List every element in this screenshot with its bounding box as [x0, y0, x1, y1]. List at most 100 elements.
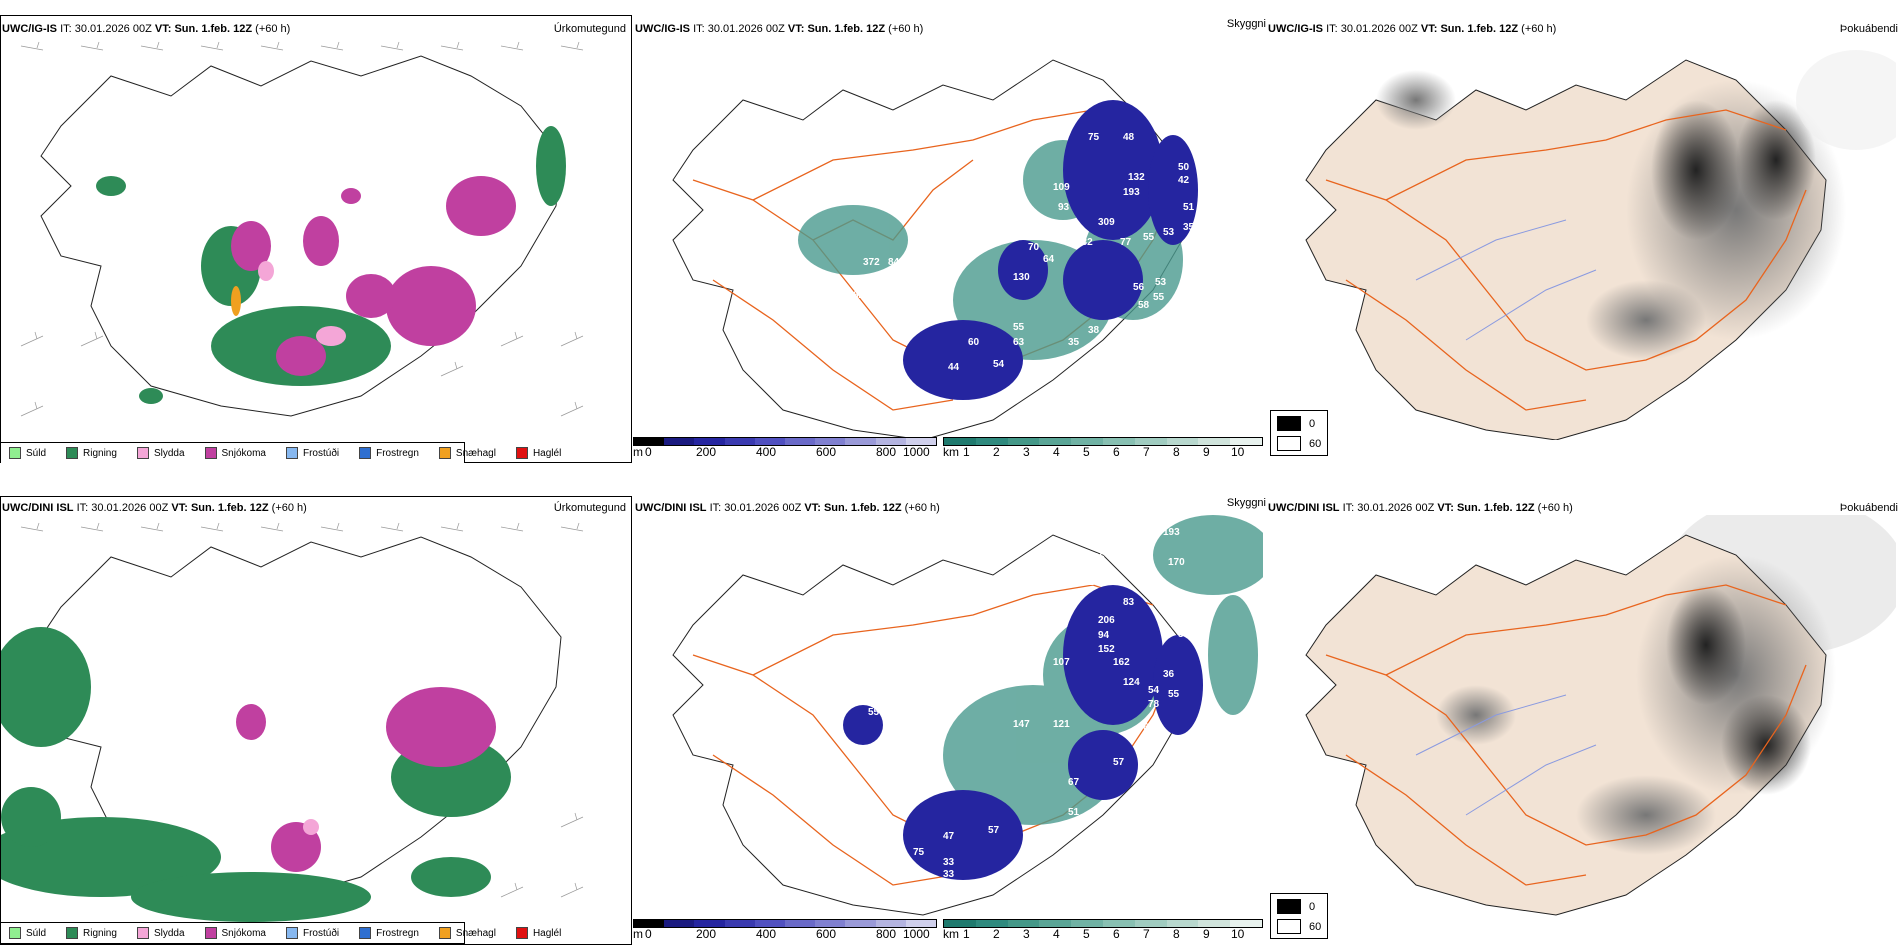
cbar-tick: 3: [1023, 927, 1030, 941]
lead-time: (+60 h): [904, 502, 940, 514]
cbar-step: [1166, 920, 1199, 927]
legend-swatch: [359, 447, 372, 459]
vis-value-labels: 72 75 48 109 132 193 50 42 93 51 71 309 …: [853, 97, 1195, 413]
vis-label: 55: [1168, 689, 1180, 700]
vis-label: 84: [888, 257, 900, 268]
legend-item-slydda: Slydda: [136, 447, 185, 459]
vis-label: 132: [1076, 237, 1093, 248]
legend-label: Frostúði: [302, 927, 340, 939]
panel-title: Þokuábendi: [1839, 502, 1898, 514]
legend-label: Súld: [26, 447, 47, 459]
vis-label: 78: [1148, 699, 1160, 710]
lead-time: (+60 h): [271, 502, 307, 514]
vis-value-labels: 193 106 170 92 83 206 94 38 152 162 36 1…: [868, 527, 1190, 880]
vis-label: 53: [1155, 277, 1167, 288]
fog-legend: 0 60: [1270, 410, 1328, 456]
legend-item-sudd: Súld: [9, 927, 46, 939]
cbar-tick: 5: [1083, 927, 1090, 941]
cbar-step: [754, 438, 786, 445]
cbar-tick: 800: [876, 445, 897, 459]
legend-swatch: [66, 927, 79, 939]
legend-swatch: [136, 447, 149, 459]
vis-label: 35: [1068, 337, 1080, 348]
cbar-step: [1198, 920, 1231, 927]
cbar-step: [634, 920, 665, 927]
cbar-tick: 200: [696, 927, 717, 941]
cbar-step: [1198, 438, 1231, 445]
fog-map: [1305, 50, 1896, 440]
legend-swatch: [359, 927, 372, 939]
visibility-colorbar: [943, 437, 1263, 446]
vis-label: 147: [1013, 719, 1030, 730]
lead-time: (+60 h): [888, 23, 924, 35]
cbar-step: [1134, 920, 1167, 927]
vis-label: 130: [1013, 272, 1030, 283]
fog-panel-row1: UWC/IG-IS IT: 30.01.2026 00Z VT: Sun. 1.…: [1266, 10, 1900, 463]
legend-swatch: [515, 447, 528, 459]
vis-label: 54: [993, 359, 1005, 370]
cbar-tick: 1000: [903, 445, 930, 459]
vis-label: 55: [1013, 322, 1025, 333]
cbar-tick: 1: [963, 445, 970, 459]
lead-time: (+60 h): [1521, 23, 1557, 35]
vis-label: 16: [903, 687, 915, 698]
legend-label: Frostregn: [376, 927, 419, 939]
cbar-step: [875, 920, 906, 927]
vis-label: 71: [1051, 222, 1063, 233]
fog-legend-label: 0: [1309, 900, 1316, 913]
fog-legend-item: 60: [1277, 919, 1327, 934]
vis-label: 162: [1113, 657, 1130, 668]
cbar-step: [694, 920, 725, 927]
legend-label: Haglél: [532, 447, 562, 459]
fog-legend-label: 60: [1309, 437, 1322, 450]
vis-label: 50: [1178, 162, 1190, 173]
legend-item-rigning: Rigning: [66, 927, 117, 939]
vis-label: 28: [983, 212, 995, 223]
cbar-tick: 1: [963, 927, 970, 941]
vt-label: VT:: [154, 23, 172, 35]
vt-value: Sun. 1.feb. 12Z: [174, 23, 253, 35]
cbar-step: [1102, 920, 1135, 927]
river-network: [1415, 694, 1597, 816]
cbar-tick: 600: [816, 445, 837, 459]
cbar-tick: 400: [756, 927, 777, 941]
legend-label: Snjókoma: [221, 447, 266, 459]
it-value: 30.01.2026 00Z: [724, 502, 802, 514]
rain-areas: [0, 627, 511, 922]
cbar-step: [1007, 438, 1040, 445]
legend-label: Frostregn: [376, 447, 419, 459]
cbar-step: [905, 920, 937, 927]
cloud-colorbar: [633, 437, 937, 446]
model-label: UWC/DINI ISL: [2, 502, 74, 514]
precip-legend: Súld Rigning Slydda Snjókoma Frostúði Fr…: [0, 442, 561, 463]
fog-panel-row2: UWC/DINI ISL IT: 30.01.2026 00Z VT: Sun.…: [1266, 490, 1900, 945]
cbar-step: [815, 438, 846, 445]
cbar-tick: 8: [1173, 927, 1180, 941]
fog-legend: 0 60: [1270, 893, 1328, 939]
vis-label: 56: [908, 397, 920, 408]
it-value: 30.01.2026 00Z: [1340, 23, 1418, 35]
cbar-tick: 7: [1143, 445, 1150, 459]
vis-label: 14: [983, 662, 995, 673]
fog-legend-label: 0: [1309, 417, 1316, 430]
legend-item-slydda: Slydda: [136, 927, 185, 939]
cbar-step: [905, 438, 937, 445]
model-label: UWC/DINI ISL: [635, 502, 707, 514]
cbar-step: [1071, 920, 1103, 927]
cbar-step: [694, 438, 725, 445]
vt-value: Sun. 1.feb. 12Z: [1440, 23, 1519, 35]
cloud-vis-map: 72 75 48 109 132 193 50 42 93 51 71 309 …: [672, 59, 1198, 440]
model-label: UWC/IG-IS: [1268, 23, 1323, 35]
vis-label: 94: [1098, 630, 1110, 641]
vis-label: 51: [1183, 202, 1195, 213]
legend-label: Snjókoma: [221, 927, 266, 939]
cbar-step: [1007, 920, 1040, 927]
cbar-step: [785, 438, 816, 445]
legend-item-haglel: Haglél: [515, 927, 561, 939]
panel-header: UWC/IG-IS IT: 30.01.2026 00Z VT: Sun. 1.…: [635, 23, 923, 35]
vt-label: VT:: [804, 502, 821, 514]
legend-item-rigning: Rigning: [66, 447, 117, 459]
fog-areas: [1436, 555, 1836, 855]
fog-legend-item: 60: [1277, 436, 1327, 451]
panel-header: UWC/DINI ISL IT: 30.01.2026 00Z VT: Sun.…: [635, 502, 940, 514]
